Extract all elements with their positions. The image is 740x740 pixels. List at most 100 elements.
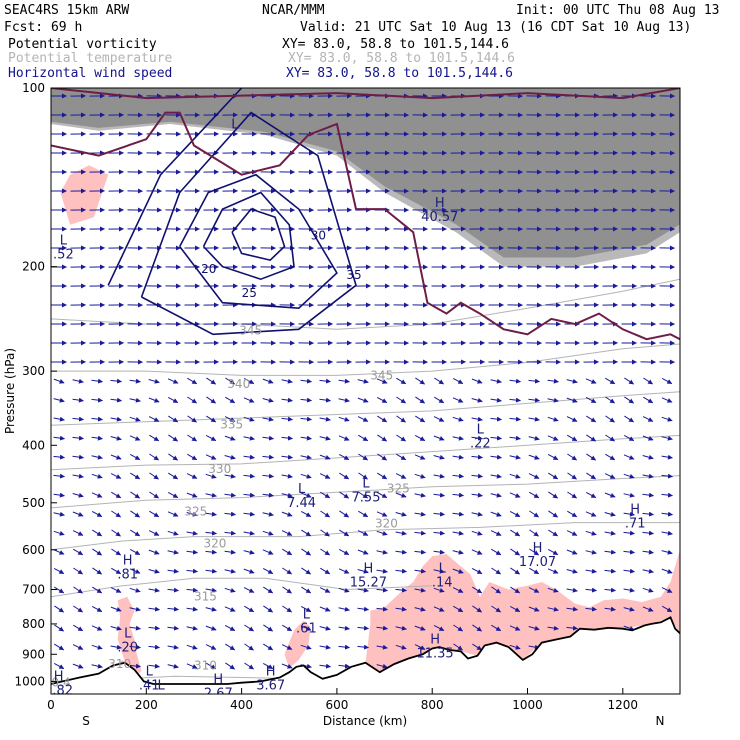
- contour-label-13: 315: [194, 589, 217, 603]
- y-tick-label: 400: [22, 438, 45, 452]
- wind-arrow-512: [357, 416, 369, 422]
- wind-arrow-660: [452, 377, 464, 385]
- wind-arrow-489: [338, 568, 350, 574]
- x-tick-label: 1200: [608, 698, 639, 712]
- wind-arrow-876: [585, 549, 597, 555]
- wind-arrow-88: [92, 586, 103, 594]
- wind-arrow-606: [414, 473, 426, 479]
- wind-arrow-481: [338, 416, 350, 422]
- wind-arrow-91: [91, 644, 103, 650]
- wind-arrow-236: [186, 473, 198, 479]
- tropopause-line-1: [51, 88, 680, 100]
- wind-arrow-116: [111, 529, 121, 537]
- wind-arrow-239: [186, 530, 198, 536]
- wind-arrow-701: [472, 586, 483, 594]
- wind-arrow-395: [282, 548, 293, 556]
- wind-arrow-182: [148, 625, 160, 631]
- wind-arrow-274: [205, 606, 217, 612]
- wind-arrow-420: [300, 435, 312, 441]
- extremum-low-1: L: [231, 118, 239, 133]
- wind-arrow-171: [148, 416, 160, 422]
- wind-arrow-494: [338, 663, 350, 669]
- wind-arrow-607: [414, 492, 426, 498]
- wind-arrow-50: [72, 454, 84, 460]
- wind-arrow-206: [167, 491, 179, 499]
- field-wind-xy: XY= 83.0, 58.8 to 101.5,144.6: [286, 66, 513, 81]
- wind-arrow-486: [339, 510, 350, 518]
- wind-arrow-208: [167, 530, 179, 536]
- wind-arrow-275: [205, 625, 217, 631]
- wind-arrow-48: [72, 416, 84, 422]
- field-theta-name: Potential temperature: [8, 51, 173, 66]
- wind-arrow-962: [642, 568, 654, 574]
- wind-arrow-875: [585, 530, 597, 536]
- wind-arrow-906: [604, 587, 616, 593]
- wind-arrow-47: [72, 397, 84, 403]
- wind-arrow-491: [338, 606, 350, 612]
- wind-arrow-987: [661, 511, 673, 517]
- y-tick-label: 100: [22, 81, 45, 95]
- field-wind-name: Horizontal wind speed: [8, 66, 172, 81]
- wind-arrow-329: [243, 473, 255, 479]
- wind-arrow-355: [262, 378, 274, 384]
- wind-arrow-871: [586, 453, 597, 461]
- wind-arrow-298: [224, 473, 236, 479]
- extremum-high-7: H17.07: [519, 541, 556, 570]
- wind-arrow-212: [167, 606, 179, 612]
- wind-arrow-988: [661, 530, 673, 536]
- wind-arrow-28: [54, 624, 65, 632]
- wind-arrow-787: [529, 529, 539, 537]
- wind-arrow-454: [320, 491, 331, 499]
- wind-arrow-55: [73, 548, 84, 556]
- wind-arrow-983: [661, 435, 673, 441]
- wind-arrow-786: [529, 510, 540, 518]
- wind-arrow-85: [92, 529, 103, 537]
- wind-arrow-549: [376, 549, 388, 555]
- wind-arrow-177: [148, 530, 160, 536]
- wind-arrow-726: [490, 492, 502, 498]
- wind-arrow-461: [319, 625, 331, 631]
- wind-arrow-581: [395, 568, 407, 574]
- wind-arrow-580: [395, 549, 407, 555]
- wind-arrow-663: [452, 435, 464, 441]
- wind-arrow-80: [91, 435, 103, 441]
- y-tick-label: 900: [22, 647, 45, 661]
- extremum-low-11: L.61: [296, 608, 317, 637]
- wind-arrow-401: [281, 663, 293, 669]
- wind-arrow-305: [224, 606, 236, 612]
- wind-arrow-895: [604, 377, 616, 385]
- wind-arrow-450: [319, 416, 331, 422]
- wind-arrow-543: [377, 434, 388, 442]
- wind-arrow-811: [547, 416, 559, 422]
- wind-arrow-752: [509, 435, 521, 441]
- wind-speed-contour-35: [202, 191, 295, 281]
- wind-arrow-121: [110, 625, 122, 631]
- wind-arrow-934: [623, 587, 635, 593]
- extremum-value: 3.67: [256, 679, 285, 694]
- wind-arrow-958: [642, 492, 654, 498]
- wind-arrow-955: [642, 435, 654, 441]
- valid-time: Valid: 21 UTC Sat 10 Aug 13 (16 CDT Sat …: [300, 20, 691, 35]
- wind-arrow-700: [471, 567, 483, 575]
- wind-arrow-138: [129, 378, 141, 384]
- wind-arrow-293: [225, 377, 236, 385]
- wind-arrow-463: [319, 663, 331, 669]
- wind-arrow-238: [186, 511, 198, 517]
- wind-arrow-367: [263, 605, 274, 613]
- wind-arrow-814: [548, 472, 559, 480]
- wind-arrow-668: [452, 530, 464, 536]
- extremum-value: .14: [432, 575, 453, 590]
- contour-label-10: 325: [387, 481, 410, 495]
- wind-arrow-849: [566, 587, 578, 593]
- wind-arrow-87: [92, 567, 103, 575]
- wind-arrow-554: [376, 644, 388, 650]
- wind-arrow-113: [110, 473, 122, 479]
- wind-arrow-264: [206, 415, 217, 423]
- wind-arrow-553: [376, 625, 388, 631]
- extremum-letter: H: [266, 665, 276, 680]
- wind-arrow-838: [566, 378, 578, 384]
- wind-arrow-400: [281, 644, 293, 650]
- plot-frame: [50, 87, 681, 695]
- wind-arrow-460: [319, 606, 331, 612]
